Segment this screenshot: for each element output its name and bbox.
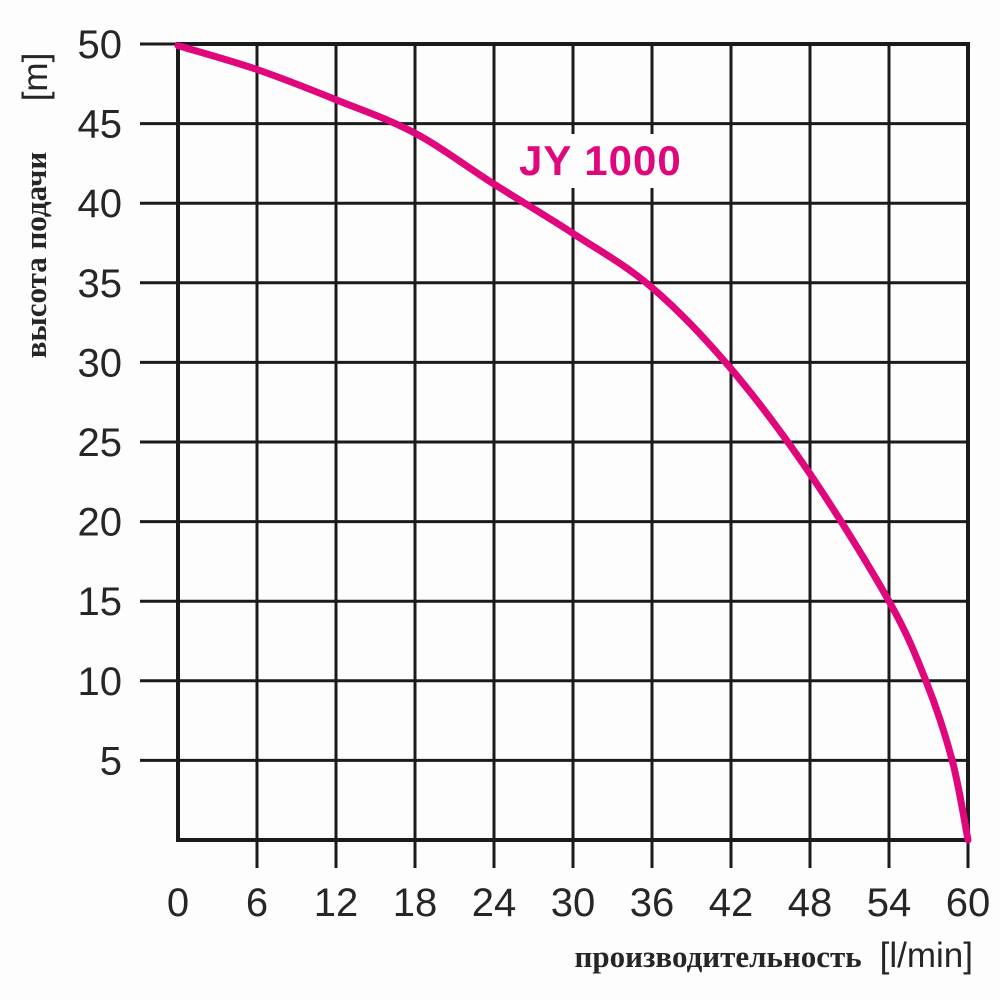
y-tick-label-25: 25: [78, 421, 123, 465]
y-axis-label: высота подачи: [18, 151, 53, 359]
x-tick-label-24: 24: [472, 881, 517, 925]
x-axis-label: производительность: [574, 939, 862, 974]
y-axis-unit: [m]: [16, 52, 55, 102]
pump-curve-jy-1000: [174, 42, 972, 844]
y-tick-label-30: 30: [78, 341, 123, 385]
y-tick-label-45: 45: [78, 103, 123, 147]
y-tick-label-35: 35: [78, 262, 123, 306]
plot-border: [176, 42, 970, 842]
x-tick-label-48: 48: [788, 881, 833, 925]
chart-title: JY 1000: [519, 134, 681, 188]
x-tick-label-42: 42: [709, 881, 754, 925]
x-tick-label-30: 30: [551, 881, 596, 925]
x-tick-label-60: 60: [946, 881, 991, 925]
x-axis-unit: [l/min]: [879, 936, 973, 975]
x-tick-label-54: 54: [867, 881, 912, 925]
y-tick-label-10: 10: [78, 660, 123, 704]
y-tick-label-15: 15: [78, 580, 123, 624]
y-tick-label-20: 20: [78, 501, 123, 545]
y-tick-label-50: 50: [78, 23, 123, 67]
x-axis-label-group: производительность [l/min]: [575, 936, 973, 976]
x-tick-label-36: 36: [630, 881, 675, 925]
y-tick-label-5: 5: [100, 739, 122, 783]
x-tick-label-0: 0: [167, 881, 189, 925]
x-tick-label-18: 18: [393, 881, 438, 925]
x-tick-label-12: 12: [314, 881, 359, 925]
x-tick-label-6: 6: [246, 881, 268, 925]
y-tick-label-40: 40: [78, 182, 123, 226]
